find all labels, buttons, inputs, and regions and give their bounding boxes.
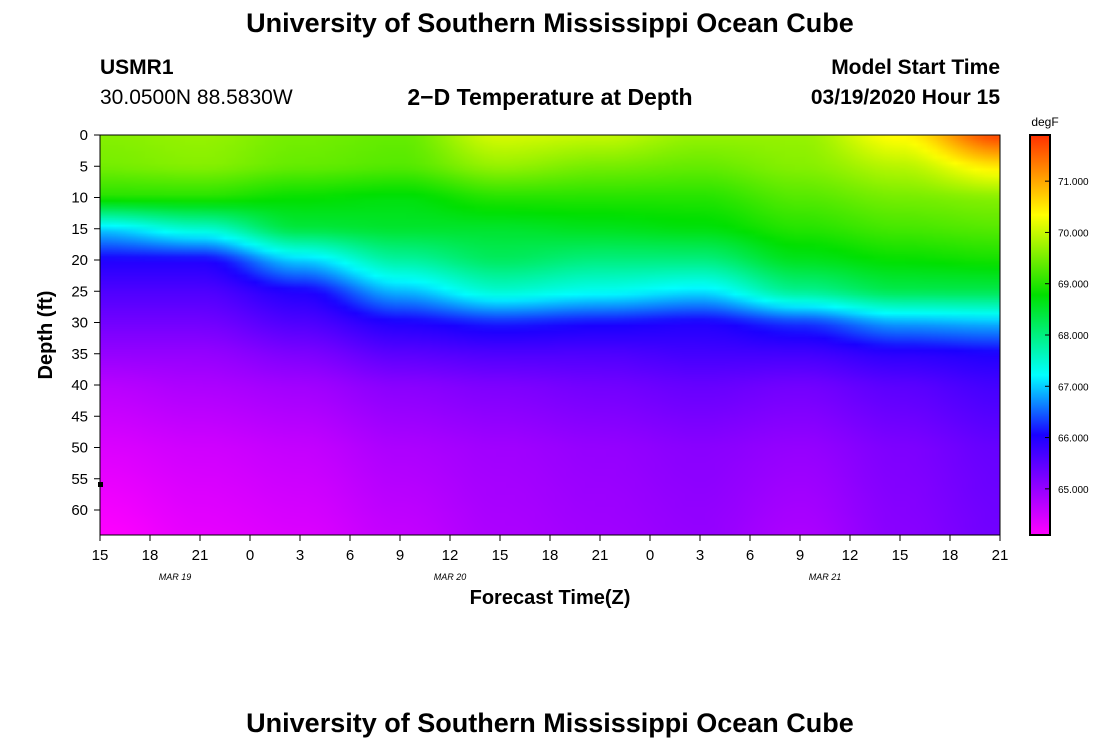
x-axis-title: Forecast Time(Z): [470, 587, 631, 609]
y-tick-label: 30: [71, 315, 88, 332]
y-tick-label: 5: [80, 158, 88, 175]
x-tick-label: 6: [746, 547, 754, 564]
colorbar-tick-label: 66.000: [1058, 434, 1089, 445]
heatmap-field: [100, 135, 1000, 535]
y-tick-label: 50: [71, 440, 88, 457]
colorbar-tick-label: 68.000: [1058, 331, 1089, 342]
x-tick-label: 6: [346, 547, 354, 564]
colorbar-unit: degF: [1031, 115, 1058, 129]
colorbar-tick-label: 67.000: [1058, 382, 1089, 393]
x-tick-label: 3: [696, 547, 704, 564]
x-tick-label: 15: [492, 547, 509, 564]
top-title: University of Southern Mississippi Ocean…: [246, 8, 854, 38]
x-tick-label: 3: [296, 547, 304, 564]
colorbar-tick-label: 70.000: [1058, 228, 1089, 239]
bottom-title: University of Southern Mississippi Ocean…: [246, 708, 854, 738]
x-tick-label: 21: [992, 547, 1009, 564]
y-tick-label: 10: [71, 190, 88, 207]
y-tick-label: 15: [71, 221, 88, 238]
plot-title: 2−D Temperature at Depth: [407, 84, 693, 110]
colorbar-tick-label: 69.000: [1058, 280, 1089, 291]
x-tick-label: 15: [92, 547, 109, 564]
x-tick-label: 12: [442, 547, 459, 564]
x-tick-label: 15: [892, 547, 909, 564]
x-tick-label: 18: [542, 547, 559, 564]
y-tick-label: 35: [71, 346, 88, 363]
y-axis: 0 5 10 15 20 25 30 35 40 45 50 55 60: [71, 127, 100, 519]
model-start-label: Model Start Time: [831, 56, 1000, 79]
x-tick-label: 21: [192, 547, 209, 564]
colorbar-tick-label: 65.000: [1058, 485, 1089, 496]
x-tick-label: 0: [246, 547, 254, 564]
x-tick-label: 21: [592, 547, 609, 564]
x-tick-label: 12: [842, 547, 859, 564]
y-tick-label: 20: [71, 252, 88, 269]
y-tick-label: 25: [71, 283, 88, 300]
y-tick-label: 40: [71, 377, 88, 394]
station-coords: 30.0500N 88.5830W: [100, 86, 293, 109]
y-tick-label: 0: [80, 127, 88, 144]
x-date-label: MAR 19: [159, 572, 192, 582]
x-date-label: MAR 20: [434, 572, 467, 582]
x-tick-label: 0: [646, 547, 654, 564]
y-tick-label: 60: [71, 502, 88, 519]
station-id: USMR1: [100, 56, 174, 79]
x-tick-label: 18: [942, 547, 959, 564]
y-tick-label: 55: [71, 471, 88, 488]
colorbar-ticks: 65.000 66.000 67.000 68.000 69.000 70.000 71.0…: [1045, 177, 1089, 496]
y-axis-title: Depth (ft): [35, 291, 57, 380]
x-date-label: MAR 21: [809, 572, 842, 582]
x-tick-label: 18: [142, 547, 159, 564]
y-tick-label: 45: [71, 408, 88, 425]
model-start-time: 03/19/2020 Hour 15: [810, 86, 1000, 109]
marker-dot: [98, 482, 103, 487]
x-tick-label: 9: [396, 547, 404, 564]
colorbar-tick-label: 71.000: [1058, 177, 1089, 188]
x-tick-label: 9: [796, 547, 804, 564]
